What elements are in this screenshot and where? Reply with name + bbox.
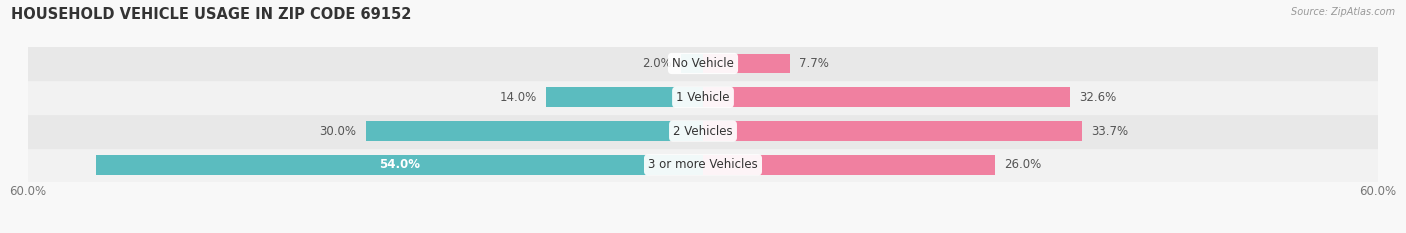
Bar — [366, 121, 703, 141]
Text: 32.6%: 32.6% — [1078, 91, 1116, 104]
Bar — [703, 155, 995, 175]
Text: 26.0%: 26.0% — [1004, 158, 1042, 171]
Bar — [681, 54, 703, 73]
Bar — [28, 80, 1378, 114]
Bar — [28, 47, 1378, 80]
Bar — [703, 54, 790, 73]
Text: Source: ZipAtlas.com: Source: ZipAtlas.com — [1291, 7, 1395, 17]
Bar — [703, 121, 1083, 141]
Bar — [703, 87, 1070, 107]
Bar — [28, 148, 1378, 182]
Text: 54.0%: 54.0% — [378, 158, 420, 171]
Text: 14.0%: 14.0% — [499, 91, 537, 104]
Text: 30.0%: 30.0% — [319, 125, 357, 137]
Text: 1 Vehicle: 1 Vehicle — [676, 91, 730, 104]
Text: HOUSEHOLD VEHICLE USAGE IN ZIP CODE 69152: HOUSEHOLD VEHICLE USAGE IN ZIP CODE 6915… — [11, 7, 412, 22]
Bar — [546, 87, 703, 107]
Bar — [96, 155, 703, 175]
Text: 3 or more Vehicles: 3 or more Vehicles — [648, 158, 758, 171]
Text: 7.7%: 7.7% — [799, 57, 828, 70]
Text: 2.0%: 2.0% — [641, 57, 672, 70]
Bar — [28, 114, 1378, 148]
Text: 2 Vehicles: 2 Vehicles — [673, 125, 733, 137]
Text: No Vehicle: No Vehicle — [672, 57, 734, 70]
Text: 33.7%: 33.7% — [1091, 125, 1128, 137]
